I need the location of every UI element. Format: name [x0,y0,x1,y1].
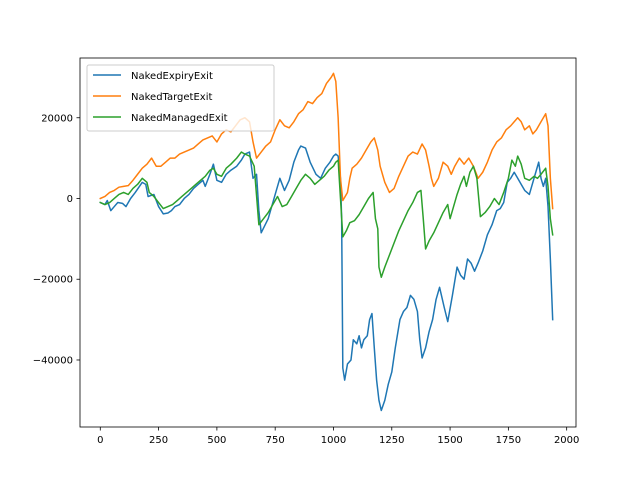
plot-frame [79,57,577,428]
y-axis: −40000 −20000 0 20000 [33,113,80,366]
series-line-0 [99,145,554,412]
x-axis: 0 250 500 750 1000 1250 1500 1750 2000 [97,427,579,446]
x-tick-label: 1000 [321,435,346,446]
legend: NakedExpiryExit NakedTargetExit NakedManag… [86,64,275,132]
legend-box [86,64,275,132]
series-group [99,72,554,412]
x-tick-label: 2000 [554,435,579,446]
x-tick-label: 250 [149,435,168,446]
x-tick-label: 1500 [437,435,462,446]
legend-label: NakedExpiryExit [131,71,213,82]
x-tick-label: 0 [97,435,103,446]
y-tick-label: 0 [67,194,73,205]
series-line-2 [99,151,554,278]
y-tick-label: −20000 [33,275,73,286]
y-tick-label: 20000 [41,113,73,124]
series-line-1 [99,72,554,210]
x-tick-label: 1750 [496,435,521,446]
x-tick-label: 1250 [379,435,404,446]
legend-label: NakedManagedExit [131,113,228,124]
legend-label: NakedTargetExit [131,92,212,103]
x-tick-label: 500 [207,435,226,446]
x-tick-label: 750 [266,435,285,446]
y-tick-label: −40000 [33,355,73,366]
